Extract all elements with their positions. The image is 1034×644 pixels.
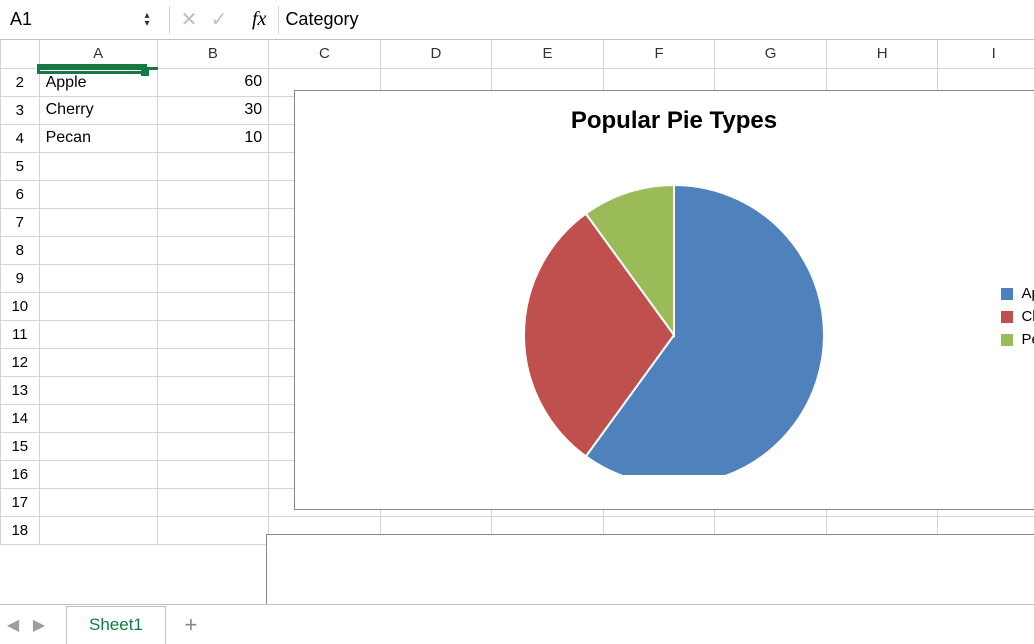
cell-B2[interactable]: 60 (157, 68, 269, 96)
fx-label[interactable]: fx (252, 8, 266, 31)
cell-A15[interactable] (39, 432, 157, 460)
pie-svg (344, 135, 1004, 475)
tab-nav-next-icon[interactable]: ▶ (26, 615, 52, 635)
name-box-stepper[interactable]: ▴ ▾ (139, 12, 155, 28)
row-header-8[interactable]: 8 (1, 236, 40, 264)
cancel-formula-icon[interactable]: ✕ (174, 7, 204, 32)
legend-swatch (1001, 288, 1013, 300)
cell-A7[interactable] (39, 208, 157, 236)
cell-B18[interactable] (157, 516, 269, 544)
row-header-13[interactable]: 13 (1, 376, 40, 404)
column-header-D[interactable]: D (380, 40, 492, 68)
name-box-value: A1 (10, 9, 139, 30)
row-header-15[interactable]: 15 (1, 432, 40, 460)
column-header-I[interactable]: I (938, 40, 1034, 68)
cell-A4[interactable]: Pecan (39, 124, 157, 152)
row-header-6[interactable]: 6 (1, 180, 40, 208)
pie-chart[interactable]: Popular Pie Types App Che Pec (294, 90, 1034, 510)
cell-A9[interactable] (39, 264, 157, 292)
row-header-10[interactable]: 10 (1, 292, 40, 320)
cell-A14[interactable] (39, 404, 157, 432)
cell-A3[interactable]: Cherry (39, 96, 157, 124)
row-header-18[interactable]: 18 (1, 516, 40, 544)
cell-B9[interactable] (157, 264, 269, 292)
cell-B4[interactable]: 10 (157, 124, 269, 152)
row-header-3[interactable]: 3 (1, 96, 40, 124)
legend-swatch (1001, 334, 1013, 346)
add-sheet-button[interactable]: + (176, 612, 206, 638)
column-header-E[interactable]: E (492, 40, 604, 68)
cell-B13[interactable] (157, 376, 269, 404)
plus-icon: + (184, 612, 197, 637)
row-header-17[interactable]: 17 (1, 488, 40, 516)
row-header-2[interactable]: 2 (1, 68, 40, 96)
row-header-11[interactable]: 11 (1, 320, 40, 348)
chart-title[interactable]: Popular Pie Types (295, 107, 1034, 135)
cell-B6[interactable] (157, 180, 269, 208)
column-header-C[interactable]: C (269, 40, 381, 68)
sheet-tab-bar: ◀ ▶ Sheet1 + (0, 604, 1034, 644)
column-header-G[interactable]: G (715, 40, 827, 68)
cell-A10[interactable] (39, 292, 157, 320)
row-header-4[interactable]: 4 (1, 124, 40, 152)
cell-A17[interactable] (39, 488, 157, 516)
legend-label: App (1021, 285, 1034, 302)
cell-B11[interactable] (157, 320, 269, 348)
legend-swatch (1001, 311, 1013, 323)
cell-B15[interactable] (157, 432, 269, 460)
cell-B14[interactable] (157, 404, 269, 432)
cell-B12[interactable] (157, 348, 269, 376)
cell-A13[interactable] (39, 376, 157, 404)
formula-input[interactable]: Category (278, 6, 1034, 34)
cell-B7[interactable] (157, 208, 269, 236)
secondary-chart-frame[interactable] (266, 534, 1034, 604)
row-header-12[interactable]: 12 (1, 348, 40, 376)
legend-item-pecan[interactable]: Pec (1001, 331, 1034, 348)
sheet-tab-active[interactable]: Sheet1 (66, 606, 166, 644)
cell-B5[interactable] (157, 152, 269, 180)
accept-formula-icon[interactable]: ✓ (204, 7, 234, 32)
tab-nav-prev-icon[interactable]: ◀ (0, 615, 26, 635)
cell-A5[interactable] (39, 152, 157, 180)
cell-A2[interactable]: Apple (39, 68, 157, 96)
column-header-F[interactable]: F (603, 40, 715, 68)
chart-plot-area[interactable]: App Che Pec (295, 135, 1034, 475)
row-header-9[interactable]: 9 (1, 264, 40, 292)
row-header-5[interactable]: 5 (1, 152, 40, 180)
cell-A12[interactable] (39, 348, 157, 376)
cell-B16[interactable] (157, 460, 269, 488)
name-box-down-icon[interactable]: ▾ (144, 20, 149, 28)
legend-label: Pec (1021, 331, 1034, 348)
cell-B17[interactable] (157, 488, 269, 516)
separator (169, 6, 170, 34)
legend-item-cherry[interactable]: Che (1001, 308, 1034, 325)
chart-legend[interactable]: App Che Pec (1001, 279, 1034, 354)
row-header-14[interactable]: 14 (1, 404, 40, 432)
row-header-16[interactable]: 16 (1, 460, 40, 488)
formula-bar: A1 ▴ ▾ ✕ ✓ fx Category (0, 0, 1034, 40)
spreadsheet-grid[interactable]: ABCDEFGHI 2Apple603Cherry304Pecan1056789… (0, 40, 1034, 604)
cell-A11[interactable] (39, 320, 157, 348)
column-header-B[interactable]: B (157, 40, 269, 68)
legend-item-apple[interactable]: App (1001, 285, 1034, 302)
cell-B10[interactable] (157, 292, 269, 320)
cell-B8[interactable] (157, 236, 269, 264)
sheet-tab-label: Sheet1 (89, 615, 143, 635)
column-header-A[interactable]: A (39, 40, 157, 68)
legend-label: Che (1021, 308, 1034, 325)
column-header-H[interactable]: H (826, 40, 938, 68)
cell-A16[interactable] (39, 460, 157, 488)
row-header-7[interactable]: 7 (1, 208, 40, 236)
cell-A8[interactable] (39, 236, 157, 264)
cell-A18[interactable] (39, 516, 157, 544)
cell-A6[interactable] (39, 180, 157, 208)
formula-input-value: Category (285, 9, 358, 30)
select-all-corner[interactable] (1, 40, 40, 68)
name-box[interactable]: A1 ▴ ▾ (0, 0, 165, 40)
cell-B3[interactable]: 30 (157, 96, 269, 124)
